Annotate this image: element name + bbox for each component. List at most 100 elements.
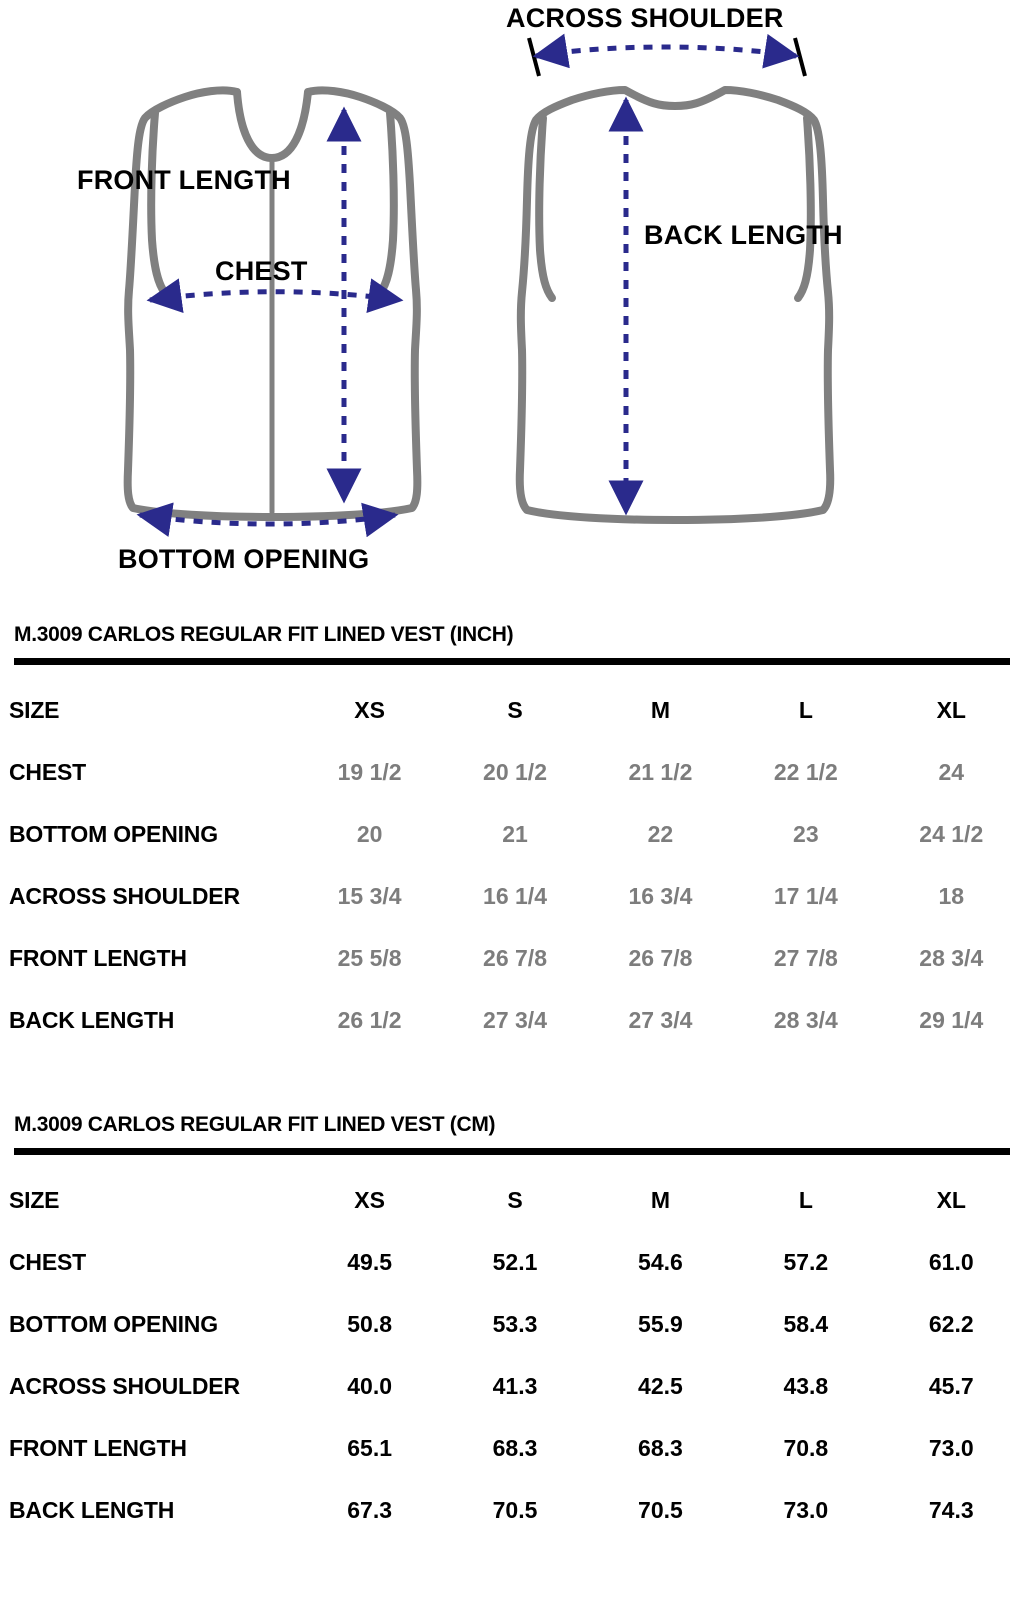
cell-chest-l: 57.2 [783, 1248, 829, 1275]
table-row: BACK LENGTH 26 1/2 27 3/4 27 3/4 28 3/4 … [0, 989, 1024, 1051]
row-label-back-length: BACK LENGTH [9, 1006, 175, 1033]
cell-chest-m: 54.6 [638, 1248, 683, 1275]
cell-front-length-xs: 65.1 [347, 1434, 392, 1461]
cell-bottom-opening-m: 55.9 [638, 1310, 683, 1337]
table-row: ACROSS SHOULDER 40.0 41.3 42.5 43.8 45.7 [0, 1355, 1024, 1417]
bottom-opening-measurement-arrow [136, 502, 399, 538]
back-body-outline [515, 86, 835, 524]
cell-across-shoulder-s: 41.3 [492, 1372, 538, 1399]
cell-bottom-opening-xl: 62.2 [928, 1310, 974, 1337]
cm-table-title: M.3009 CARLOS REGULAR FIT LINED VEST (CM… [14, 1113, 496, 1136]
cell-front-length-xl: 73.0 [928, 1434, 974, 1461]
front-length-label: FRONT LENGTH [77, 165, 291, 195]
across-shoulder-label: ACROSS SHOULDER [506, 3, 784, 33]
table-row: BOTTOM OPENING 20 21 22 23 24 1/2 [0, 803, 1024, 865]
back-vest-illustration: ACROSS SHOULDER BACK LENGTH [506, 3, 843, 524]
cell-chest-l: 22 1/2 [773, 758, 838, 785]
cell-across-shoulder-xl: 45.7 [928, 1372, 974, 1399]
column-header-s: S [507, 696, 523, 723]
cell-across-shoulder-l: 17 1/4 [773, 882, 838, 909]
column-header-s: S [507, 1186, 523, 1213]
cell-across-shoulder-l: 43.8 [783, 1372, 829, 1399]
back-length-label: BACK LENGTH [644, 220, 843, 250]
cell-bottom-opening-xs: 20 [356, 820, 383, 847]
cell-back-length-s: 27 3/4 [483, 1006, 547, 1033]
cell-front-length-m: 68.3 [638, 1434, 683, 1461]
inch-table-title: M.3009 CARLOS REGULAR FIT LINED VEST (IN… [14, 623, 514, 646]
cell-bottom-opening-l: 23 [793, 820, 819, 847]
column-header-m: M [650, 696, 671, 723]
column-header-xs: XS [354, 696, 385, 723]
cell-chest-m: 21 1/2 [628, 758, 693, 785]
row-label-across-shoulder: ACROSS SHOULDER [9, 1372, 240, 1399]
across-shoulder-right-tick [793, 37, 807, 77]
garment-measurement-diagram: FRONT LENGTH CHEST BOTTOM OPENING ACROSS… [0, 0, 1024, 610]
inch-size-table-block: M.3009 CARLOS REGULAR FIT LINED VEST (IN… [0, 620, 1024, 1051]
column-header-l: L [798, 1186, 813, 1213]
cell-front-length-s: 68.3 [492, 1434, 538, 1461]
chest-label: CHEST [215, 256, 308, 286]
row-label-back-length: BACK LENGTH [9, 1496, 175, 1523]
row-label-across-shoulder: ACROSS SHOULDER [9, 882, 240, 909]
cell-back-length-m: 27 3/4 [628, 1006, 693, 1033]
chest-measurement-arrow [146, 278, 404, 314]
inch-size-table: SIZE XS S M L XL CHEST 19 1/2 20 1/2 21 … [0, 679, 1024, 1051]
cell-back-length-xs: 26 1/2 [337, 1006, 402, 1033]
row-label-chest: CHEST [9, 758, 86, 785]
column-header-xs: XS [354, 1186, 385, 1213]
cell-front-length-l: 27 7/8 [773, 944, 838, 971]
cell-bottom-opening-s: 53.3 [492, 1310, 538, 1337]
table-row: BACK LENGTH 67.3 70.5 70.5 73.0 74.3 [0, 1479, 1024, 1541]
cm-size-table-block: M.3009 CARLOS REGULAR FIT LINED VEST (CM… [0, 1110, 1024, 1541]
table-header-row: SIZE XS S M L XL [0, 679, 1024, 741]
cell-across-shoulder-xs: 40.0 [347, 1372, 392, 1399]
table-row: ACROSS SHOULDER 15 3/4 16 1/4 16 3/4 17 … [0, 865, 1024, 927]
cell-across-shoulder-s: 16 1/4 [483, 882, 547, 909]
column-header-xl: XL [936, 696, 966, 723]
cell-chest-xs: 49.5 [347, 1248, 392, 1275]
cell-chest-s: 20 1/2 [483, 758, 547, 785]
cell-bottom-opening-l: 58.4 [783, 1310, 829, 1337]
row-label-front-length: FRONT LENGTH [9, 944, 187, 971]
cell-back-length-m: 70.5 [638, 1496, 683, 1523]
bottom-opening-label: BOTTOM OPENING [118, 544, 369, 574]
cell-front-length-m: 26 7/8 [628, 944, 693, 971]
cell-front-length-s: 26 7/8 [483, 944, 547, 971]
cell-front-length-l: 70.8 [783, 1434, 829, 1461]
across-shoulder-measurement-arrow [532, 33, 800, 69]
cell-bottom-opening-m: 22 [647, 820, 674, 847]
table-row: FRONT LENGTH 25 5/8 26 7/8 26 7/8 27 7/8… [0, 927, 1024, 989]
cell-across-shoulder-xs: 15 3/4 [337, 882, 402, 909]
column-header-l: L [798, 696, 813, 723]
cell-back-length-xl: 74.3 [928, 1496, 974, 1523]
cell-chest-xl: 61.0 [928, 1248, 974, 1275]
cm-size-table: SIZE XS S M L XL CHEST 49.5 52.1 54.6 57… [0, 1169, 1024, 1541]
cm-table-rule [14, 1148, 1010, 1155]
table-row: CHEST 19 1/2 20 1/2 21 1/2 22 1/2 24 [0, 741, 1024, 803]
cell-front-length-xs: 25 5/8 [337, 944, 402, 971]
column-header-xl: XL [936, 1186, 966, 1213]
inch-table-rule [14, 658, 1010, 665]
table-row: FRONT LENGTH 65.1 68.3 68.3 70.8 73.0 [0, 1417, 1024, 1479]
row-label-bottom-opening: BOTTOM OPENING [9, 1310, 218, 1337]
column-header-m: M [650, 1186, 671, 1213]
cell-bottom-opening-xl: 24 1/2 [919, 820, 984, 847]
back-right-armhole [794, 114, 815, 302]
row-label-bottom-opening: BOTTOM OPENING [9, 820, 218, 847]
table-row: BOTTOM OPENING 50.8 53.3 55.9 58.4 62.2 [0, 1293, 1024, 1355]
table-row: CHEST 49.5 52.1 54.6 57.2 61.0 [0, 1231, 1024, 1293]
cell-across-shoulder-m: 42.5 [638, 1372, 683, 1399]
cell-chest-xl: 24 [938, 758, 965, 785]
column-header-size: SIZE [9, 1186, 60, 1213]
row-label-front-length: FRONT LENGTH [9, 1434, 187, 1461]
cell-across-shoulder-xl: 18 [938, 882, 965, 909]
row-label-chest: CHEST [9, 1248, 86, 1275]
cell-back-length-l: 73.0 [783, 1496, 829, 1523]
cell-bottom-opening-xs: 50.8 [347, 1310, 392, 1337]
front-vest-illustration: FRONT LENGTH CHEST BOTTOM OPENING [77, 86, 422, 574]
column-header-size: SIZE [9, 696, 60, 723]
back-left-armhole [535, 114, 556, 302]
cell-front-length-xl: 28 3/4 [919, 944, 984, 971]
table-header-row: SIZE XS S M L XL [0, 1169, 1024, 1231]
cell-back-length-xs: 67.3 [347, 1496, 392, 1523]
